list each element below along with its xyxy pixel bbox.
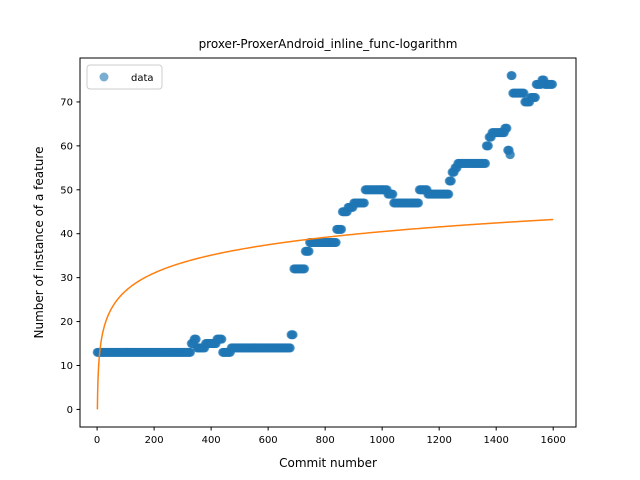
series-data-points [92, 71, 558, 357]
y-tick-label: 30 [60, 273, 73, 284]
data-point [217, 334, 227, 344]
data-point [186, 347, 196, 357]
x-tick-label: 1600 [540, 435, 565, 446]
x-tick-label: 200 [145, 435, 164, 446]
data-point [388, 189, 398, 199]
x-axis-ticks: 0 200 400 600 800 1000 1200 1400 1600 [94, 427, 566, 446]
y-tick-label: 0 [67, 405, 73, 416]
data-point [505, 150, 515, 160]
data-point [288, 330, 298, 340]
y-tick-label: 70 [60, 97, 73, 108]
data-point [285, 343, 295, 353]
data-point [331, 238, 341, 247]
x-tick-label: 1000 [369, 435, 394, 446]
data-point [502, 123, 512, 133]
x-tick-label: 1200 [426, 435, 451, 446]
data-point [483, 141, 493, 151]
x-axis-label: Commit number [279, 456, 377, 470]
x-tick-label: 400 [202, 435, 221, 446]
data-point [191, 334, 201, 344]
y-tick-label: 20 [60, 317, 73, 328]
chart-title: proxer-ProxerAndroid_inline_func-logarit… [199, 37, 458, 51]
fit-line [96, 218, 554, 410]
data-point [481, 158, 491, 168]
x-tick-label: 800 [316, 435, 335, 446]
data-point [531, 93, 541, 103]
legend-marker-data [99, 72, 109, 82]
data-point [446, 176, 456, 186]
data-point [359, 198, 369, 208]
x-tick-label: 0 [94, 435, 100, 446]
y-tick-label: 60 [60, 141, 73, 152]
y-tick-label: 50 [60, 185, 73, 196]
legend-label-data: data [131, 73, 154, 84]
data-point [304, 246, 314, 256]
data-point [548, 79, 558, 89]
data-point [507, 71, 517, 81]
y-axis-label: Number of instance of a feature [32, 147, 46, 339]
x-tick-label: 600 [259, 435, 278, 446]
legend: data [86, 64, 163, 90]
y-tick-label: 10 [60, 361, 73, 372]
plot-marks [92, 71, 558, 410]
data-point [444, 189, 454, 199]
data-point [337, 224, 347, 234]
data-point [300, 264, 310, 274]
legend-box [86, 64, 163, 90]
data-point [519, 88, 529, 98]
y-tick-label: 40 [60, 229, 73, 240]
data-point [414, 198, 424, 208]
y-axis-ticks: 0 10 20 30 40 50 60 70 [60, 97, 80, 416]
x-tick-label: 1400 [483, 435, 508, 446]
axes-frame [79, 57, 577, 428]
